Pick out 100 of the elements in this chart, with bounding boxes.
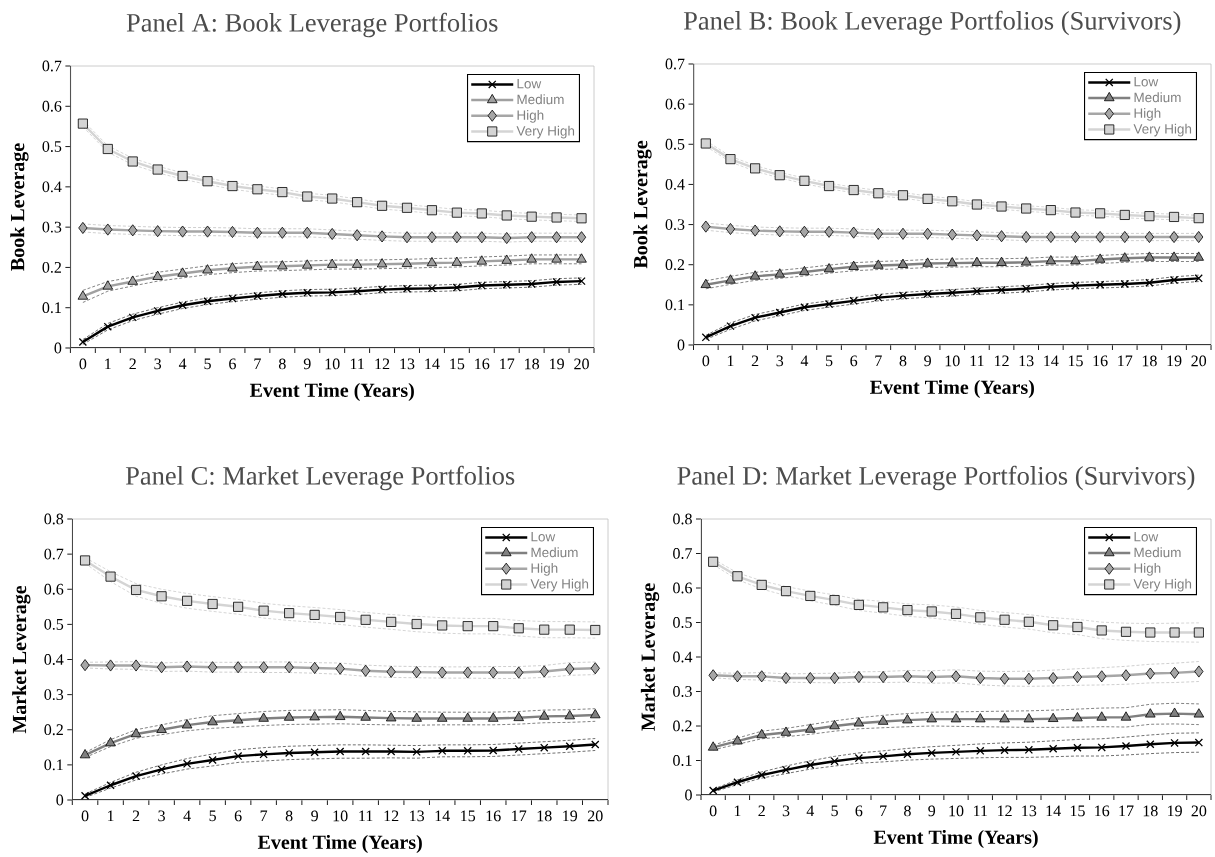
point: [501, 210, 512, 221]
point: [227, 181, 238, 192]
point: [502, 232, 512, 245]
point: [700, 138, 711, 149]
point: [878, 671, 888, 684]
point: [873, 227, 883, 240]
point: [927, 671, 937, 684]
x-tick-label: 2: [132, 810, 140, 822]
chart-title: Panel D: Market Leverage Portfolios (Survivors): [677, 465, 1195, 491]
point: [477, 281, 486, 290]
point: [732, 670, 743, 683]
point: [1194, 231, 1204, 244]
point: [708, 556, 719, 567]
legend-label: Low: [531, 532, 556, 542]
point: [233, 751, 243, 761]
point: [854, 671, 864, 684]
point: [1121, 669, 1131, 682]
point: [1169, 666, 1180, 679]
point: [1045, 255, 1057, 265]
x-tick-label: 16: [1093, 355, 1108, 367]
x-tick-label: 13: [1019, 355, 1034, 367]
point: [1095, 208, 1106, 219]
point: [756, 579, 767, 590]
x-tick-label: 4: [183, 810, 191, 822]
point: [208, 755, 217, 765]
y-tick-label: 0.7: [44, 548, 64, 560]
point: [1193, 213, 1204, 224]
point: [539, 624, 550, 635]
point: [377, 200, 388, 211]
point: [1120, 711, 1132, 721]
point: [360, 711, 371, 721]
point: [750, 224, 760, 237]
point: [177, 267, 188, 277]
point: [1121, 626, 1132, 637]
point: [252, 184, 263, 195]
point: [427, 231, 437, 244]
y-axis-title: Book Leverage: [633, 140, 652, 269]
point: [951, 670, 961, 683]
point: [128, 313, 137, 322]
point: [411, 712, 422, 722]
y-tick-label: 0.3: [673, 686, 692, 697]
point: [756, 728, 767, 739]
point: [258, 712, 269, 722]
point: [1073, 743, 1082, 752]
x-tick-label: 18: [1143, 805, 1158, 817]
y-tick-label: 0.5: [665, 138, 685, 150]
point: [131, 771, 141, 781]
point: [360, 614, 371, 625]
point: [1193, 627, 1204, 638]
point: [182, 759, 192, 769]
point: [182, 595, 193, 606]
x-tick-label: 3: [158, 810, 165, 822]
point: [302, 259, 313, 269]
point: [437, 666, 447, 679]
point: [898, 227, 908, 240]
point: [284, 748, 294, 758]
point: [258, 605, 269, 616]
x-tick-label: 14: [1044, 355, 1059, 367]
point: [565, 662, 575, 675]
point: [972, 229, 982, 242]
y-tick-label: 0: [56, 794, 64, 806]
point: [178, 301, 187, 310]
point: [232, 714, 244, 724]
point: [351, 258, 363, 268]
point: [303, 288, 312, 297]
point: [1193, 708, 1205, 718]
point: [278, 289, 287, 299]
point: [1097, 743, 1106, 752]
point: [1146, 740, 1155, 749]
y-tick-label: 0: [685, 789, 692, 801]
y-tick-label: 0.1: [665, 299, 685, 311]
x-tick-label: 19: [550, 358, 564, 370]
point: [489, 746, 498, 755]
x-tick-label: 12: [997, 805, 1012, 817]
point: [576, 213, 587, 224]
x-tick-label: 3: [782, 805, 790, 817]
x-tick-label: 19: [1167, 805, 1182, 817]
point: [806, 760, 815, 770]
point: [701, 333, 711, 342]
x-tick-label: 14: [425, 358, 440, 370]
x-tick-label: 11: [350, 358, 364, 370]
point: [999, 713, 1010, 723]
point: [848, 185, 859, 196]
point: [227, 225, 238, 238]
point: [1169, 707, 1180, 717]
point: [564, 710, 575, 720]
y-tick-label: 0.1: [44, 759, 63, 771]
x-tick-label: 19: [563, 810, 578, 822]
point: [80, 555, 91, 566]
point: [227, 262, 238, 272]
point: [488, 621, 499, 632]
x-tick-label: 9: [924, 355, 931, 367]
point: [252, 226, 262, 239]
point: [451, 207, 462, 218]
x-tick-label: 4: [806, 805, 815, 817]
point: [1144, 231, 1155, 244]
y-tick-label: 0.8: [44, 513, 64, 525]
point: [501, 254, 512, 264]
x-tick-label: 12: [375, 358, 390, 370]
x-tick-label: 17: [1118, 355, 1133, 367]
